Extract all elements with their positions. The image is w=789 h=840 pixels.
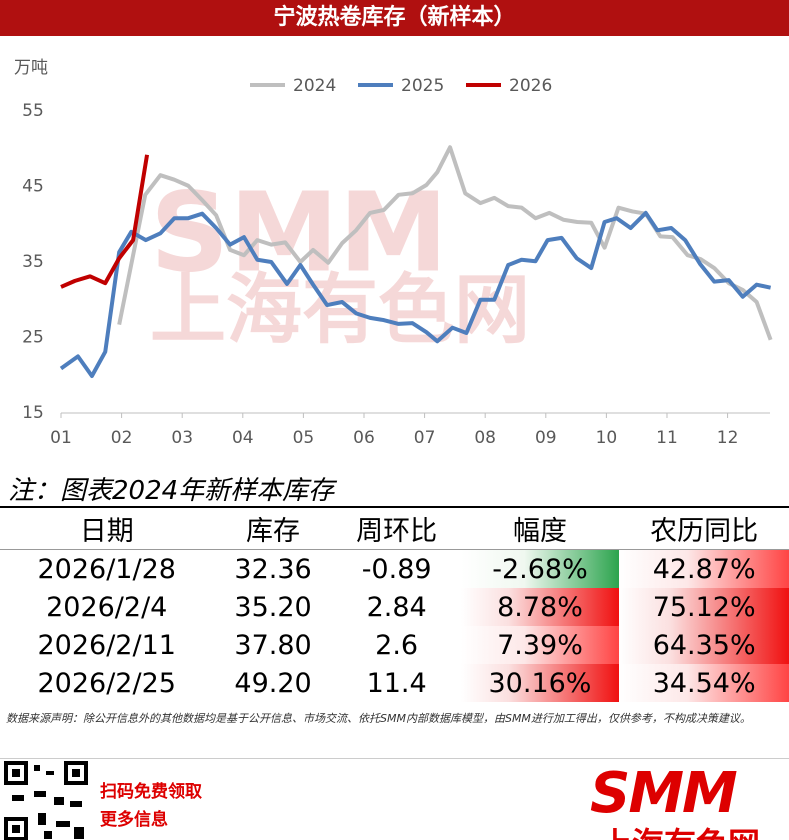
y-tick-label: 15 bbox=[22, 403, 44, 423]
table-cell: 2026/2/4 bbox=[46, 591, 168, 623]
table-cell: 37.80 bbox=[234, 629, 312, 661]
footer-text: 更多信息 bbox=[100, 810, 168, 830]
table-row: 2026/2/4 35.20 2.84 8.78% 75.12% bbox=[0, 588, 789, 626]
watermark: SMM bbox=[150, 168, 448, 296]
table-cell: 30.16% bbox=[460, 664, 620, 702]
table-cell: 7.39% bbox=[460, 626, 620, 664]
y-tick-label: 35 bbox=[22, 252, 44, 272]
x-tick-label: 08 bbox=[474, 428, 496, 448]
table-cell: 49.20 bbox=[234, 667, 312, 699]
x-tick-label: 04 bbox=[232, 428, 254, 448]
table-cell: 64.35% bbox=[619, 626, 789, 664]
table-row: 2026/2/11 37.80 2.6 7.39% 64.35% bbox=[0, 626, 789, 664]
column-header: 库存 bbox=[213, 506, 333, 550]
series-line bbox=[60, 154, 150, 289]
series-line bbox=[59, 210, 772, 379]
x-tick-label: 06 bbox=[353, 428, 375, 448]
table-cell: 35.20 bbox=[234, 591, 312, 623]
table-cell: 2026/2/11 bbox=[37, 629, 176, 661]
x-tick-label: 10 bbox=[596, 428, 618, 448]
y-tick-label: 45 bbox=[22, 177, 44, 197]
table-cell: 2026/2/25 bbox=[37, 667, 176, 699]
x-tick-label: 02 bbox=[111, 428, 133, 448]
table: 日期 库存 周环比 幅度 农历同比 2026/1/28 32.36 -0.89 -2.68% 42… bbox=[0, 506, 789, 702]
footer-text: 扫码免费领取 bbox=[100, 782, 202, 802]
series-line bbox=[117, 145, 773, 341]
table-cell: 2026/1/28 bbox=[37, 553, 176, 585]
title: 宁波热卷库存（新样本） bbox=[0, 0, 789, 36]
table-cell: 34.54% bbox=[619, 664, 789, 702]
table-cell: 42.87% bbox=[619, 549, 789, 588]
table-row: 2026/2/25 49.20 11.4 30.16% 34.54% bbox=[0, 664, 789, 702]
table-cell: -0.89 bbox=[361, 553, 432, 585]
column-header: 幅度 bbox=[460, 506, 620, 550]
qr-code bbox=[4, 761, 88, 840]
disclaimer: 数据来源声明：除公开信息外的其他数据均是基于公开信息、市场交流、依托SMM内部数… bbox=[6, 712, 751, 725]
y-tick-label: 55 bbox=[22, 101, 44, 121]
column-header: 农历同比 bbox=[619, 506, 789, 550]
x-tick-label: 07 bbox=[414, 428, 436, 448]
table-row: 2026/1/28 32.36 -0.89 -2.68% 42.87% bbox=[0, 549, 789, 588]
y-tick-label: 25 bbox=[22, 328, 44, 348]
footer: 扫码免费领取 更多信息 SMM 上海有色网 bbox=[0, 758, 789, 840]
chart: SMM 上海有色网 万吨 15 25 35 45 55 01 02 03 04 05 06 07 08 0… bbox=[14, 58, 773, 448]
x-tick-label: 11 bbox=[656, 428, 678, 448]
x-tick-label: 12 bbox=[717, 428, 739, 448]
x-tick-label: 01 bbox=[50, 428, 72, 448]
watermark: 上海有色网 bbox=[150, 265, 530, 354]
x-tick-label: 03 bbox=[171, 428, 193, 448]
logo: SMM bbox=[590, 761, 738, 826]
table-cell: 2.6 bbox=[375, 629, 419, 661]
table-cell: 75.12% bbox=[619, 588, 789, 626]
logo-text: 上海有色网 bbox=[600, 819, 760, 840]
legend-label: 2026 bbox=[509, 76, 552, 96]
y-unit: 万吨 bbox=[14, 58, 48, 78]
x-tick-label: 05 bbox=[293, 428, 315, 448]
table-cell: 2.84 bbox=[366, 591, 427, 623]
x-tick-label: 09 bbox=[535, 428, 557, 448]
table-cell: 8.78% bbox=[460, 588, 620, 626]
legend-label: 2024 bbox=[293, 76, 336, 96]
table-cell: -2.68% bbox=[460, 549, 620, 588]
note: 注：图表2024年新样本库存 bbox=[8, 476, 335, 506]
column-header: 日期 bbox=[0, 506, 214, 550]
column-header: 周环比 bbox=[332, 506, 461, 550]
table-cell: 32.36 bbox=[234, 553, 312, 585]
legend-label: 2025 bbox=[401, 76, 444, 96]
table-cell: 11.4 bbox=[366, 667, 427, 699]
